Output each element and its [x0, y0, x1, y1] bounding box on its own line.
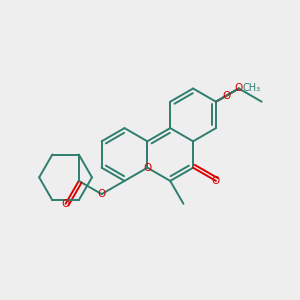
Text: O: O [143, 163, 152, 173]
Text: O: O [61, 199, 70, 209]
Text: O: O [222, 91, 230, 101]
Text: CH₃: CH₃ [242, 83, 260, 94]
Text: O: O [235, 83, 243, 94]
Text: O: O [98, 189, 106, 199]
Text: O: O [212, 176, 220, 186]
